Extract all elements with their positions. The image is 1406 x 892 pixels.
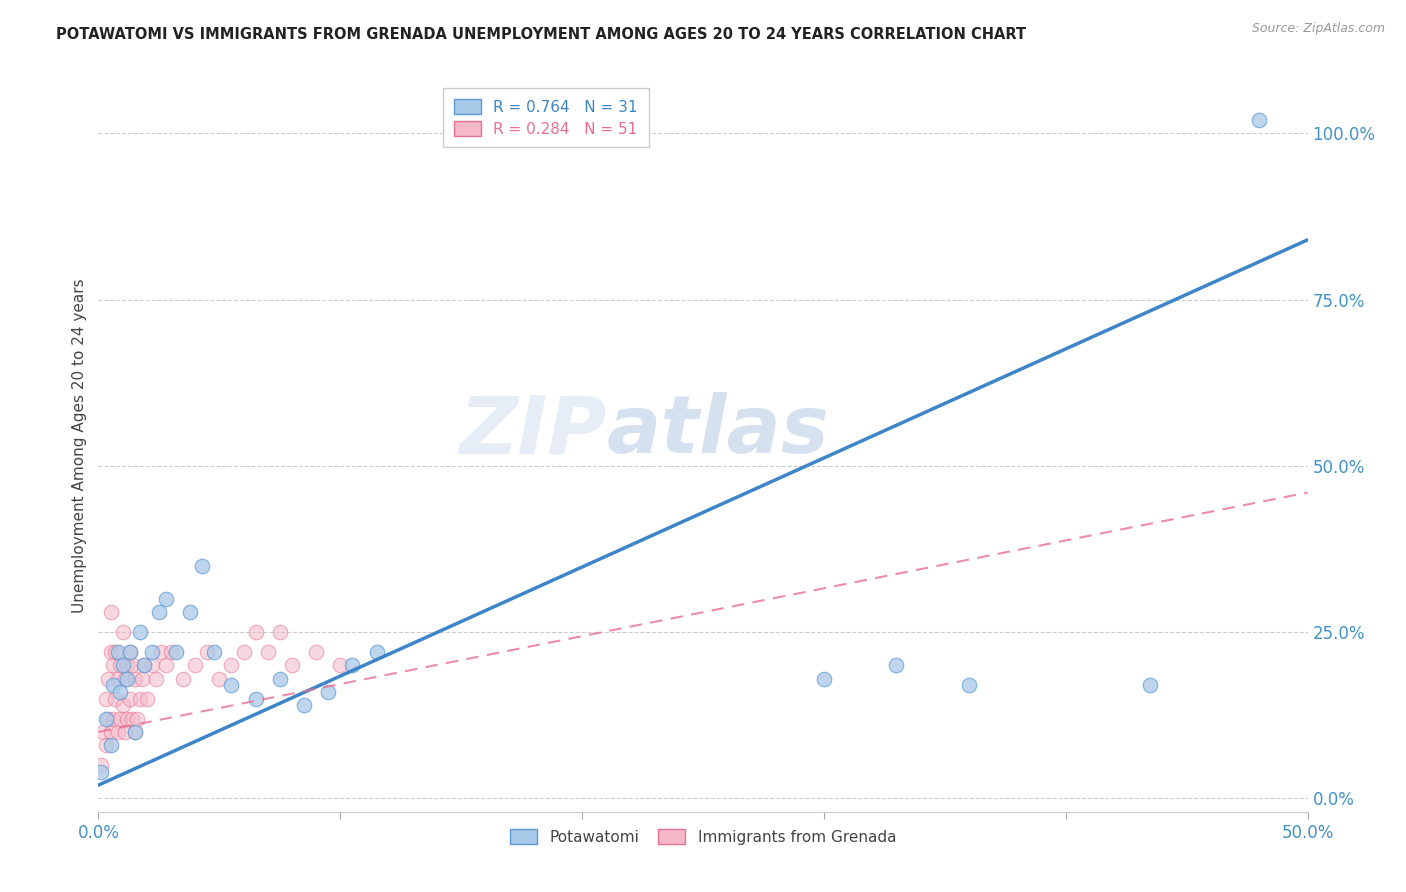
Point [124,725,146,739]
Point [150,645,173,659]
Point [94,738,117,752]
Point [107,725,129,739]
Point [131,672,153,686]
Point [316,685,339,699]
Point [134,658,156,673]
Point [111,625,134,640]
Point [108,685,131,699]
Point [269,672,291,686]
Point [97,672,120,686]
Point [118,691,141,706]
Point [366,645,388,659]
Point [184,658,207,673]
Point [148,605,170,619]
Point [91,725,114,739]
Point [305,645,328,659]
Point [117,712,139,726]
Point [104,645,127,659]
Point [1139,678,1161,692]
Point [101,658,124,673]
Point [269,625,291,640]
Point [172,672,194,686]
Point [128,625,150,640]
Point [886,658,908,673]
Point [108,712,131,726]
Point [155,658,177,673]
Point [100,738,122,752]
Point [104,691,127,706]
Point [179,605,201,619]
Point [90,758,112,772]
Point [1249,113,1271,128]
Point [100,605,122,619]
Point [145,672,167,686]
Point [111,658,134,673]
Point [256,645,278,659]
Point [108,658,131,673]
Point [221,678,243,692]
Text: ZIP: ZIP [458,392,606,470]
Point [97,712,120,726]
Point [957,678,980,692]
Point [342,658,364,673]
Legend: Potawatomi, Immigrants from Grenada: Potawatomi, Immigrants from Grenada [499,818,907,855]
Point [94,691,117,706]
Point [100,725,122,739]
Point [121,712,143,726]
Point [94,712,117,726]
Text: Source: ZipAtlas.com: Source: ZipAtlas.com [1251,22,1385,36]
Point [208,672,231,686]
Point [141,645,163,659]
Point [128,691,150,706]
Text: POTAWATOMI VS IMMIGRANTS FROM GRENADA UNEMPLOYMENT AMONG AGES 20 TO 24 YEARS COR: POTAWATOMI VS IMMIGRANTS FROM GRENADA UN… [56,27,1026,42]
Point [114,725,136,739]
Point [118,645,141,659]
Point [117,672,139,686]
Point [111,698,134,713]
Point [204,645,226,659]
Y-axis label: Unemployment Among Ages 20 to 24 years: Unemployment Among Ages 20 to 24 years [72,278,87,614]
Point [101,712,124,726]
Point [141,658,163,673]
Point [160,645,183,659]
Point [127,712,149,726]
Point [101,678,124,692]
Point [107,645,129,659]
Point [221,658,243,673]
Point [165,645,187,659]
Point [121,658,143,673]
Point [245,625,267,640]
Point [124,672,146,686]
Point [135,691,157,706]
Point [134,658,156,673]
Point [195,645,218,659]
Point [114,672,136,686]
Point [155,591,177,606]
Point [117,658,139,673]
Point [329,658,352,673]
Point [292,698,315,713]
Point [107,672,129,686]
Point [281,658,304,673]
Point [191,558,214,573]
Point [232,645,254,659]
Point [100,645,122,659]
Point [245,691,267,706]
Point [118,645,141,659]
Point [90,764,112,779]
Point [813,672,835,686]
Text: atlas: atlas [606,392,830,470]
Point [124,725,146,739]
